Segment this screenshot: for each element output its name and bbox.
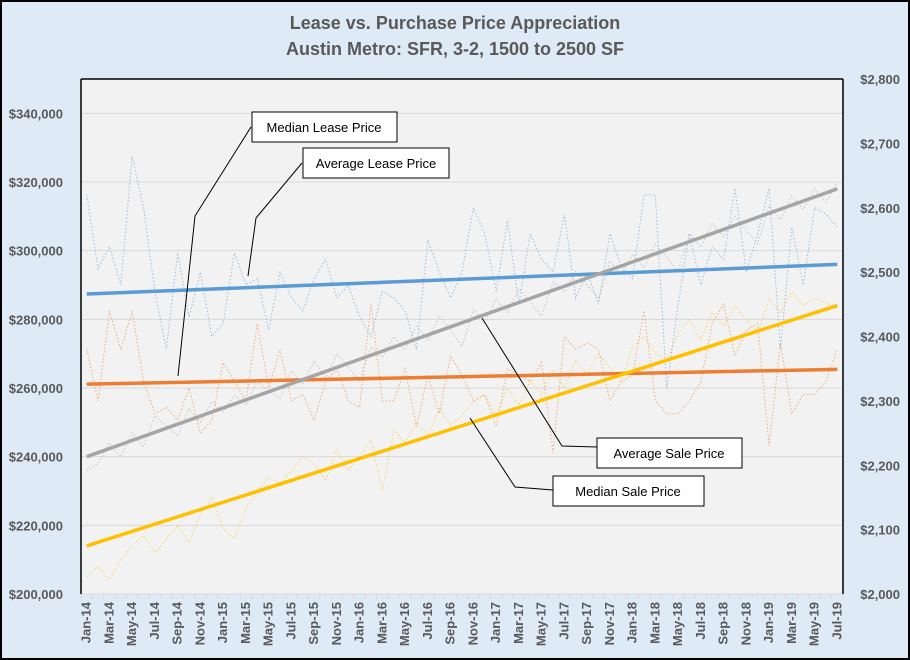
callout-average-lease: Average Lease Price (247, 147, 450, 277)
x-tick-label: Jan-17 (488, 602, 503, 643)
x-tick-label: Sep-18 (716, 602, 731, 645)
x-tick-label: May-19 (807, 602, 822, 646)
left-tick-label: $260,000 (9, 381, 63, 396)
x-tick-label: Jul-14 (147, 601, 162, 639)
x-tick-label: May-17 (534, 602, 549, 646)
left-tick-label: $280,000 (9, 312, 63, 327)
right-tick-label: $2,500 (860, 265, 900, 280)
x-tick-label: Mar-18 (647, 602, 662, 644)
x-tick-label: Mar-14 (101, 601, 116, 644)
left-tick-label: $300,000 (9, 244, 63, 259)
chart-title: Lease vs. Purchase Price Appreciation (290, 13, 621, 33)
x-tick-label: Jul-16 (420, 602, 435, 640)
x-tick-label: Jan-14 (79, 601, 94, 643)
x-tick-label: Mar-19 (784, 602, 799, 644)
callout-label: Median Lease Price (267, 120, 382, 135)
average-sale-price-trendline (86, 187, 838, 459)
average-lease-price-trendline (86, 262, 838, 296)
x-tick-label: Nov-18 (738, 602, 753, 645)
x-tick-label: Jul-19 (829, 602, 844, 640)
median-sale-price-trendline (86, 303, 838, 548)
left-tick-label: $220,000 (9, 518, 63, 533)
x-tick-label: Jan-15 (215, 602, 230, 643)
average-lease-price-series-line (86, 156, 838, 389)
x-tick-label: May-14 (124, 601, 139, 646)
right-tick-label: $2,600 (860, 201, 900, 216)
right-axis: $2,000 $2,100 $2,200 $2,300 $2,400 $2,500 $2,6… (860, 72, 900, 602)
x-tick-label: Mar-16 (374, 602, 389, 644)
x-tick-label: Jul-17 (556, 602, 571, 640)
x-axis: Jan-14 Mar-14 May-14 Jul-14 Sep-14 Nov-14 Jan-… (79, 594, 844, 646)
x-tick-label: Nov-16 (465, 602, 480, 645)
right-tick-label: $2,700 (860, 136, 900, 151)
x-tick-label: May-16 (397, 602, 412, 646)
right-tick-label: $2,300 (860, 394, 900, 409)
median-lease-price-series-line (86, 302, 838, 453)
plot-area (81, 79, 843, 594)
left-tick-label: $200,000 (9, 587, 63, 602)
x-tick-label: Jan-18 (625, 602, 640, 643)
callout-median-lease: Median Lease Price (177, 111, 398, 377)
right-tick-label: $2,100 (860, 523, 900, 538)
gridlines (81, 112, 843, 595)
x-tick-label: Sep-16 (443, 602, 458, 645)
right-tick-label: $2,800 (860, 72, 900, 87)
median-lease-price-trendline (86, 367, 838, 386)
right-tick-label: $2,200 (860, 458, 900, 473)
left-tick-label: $320,000 (9, 175, 63, 190)
x-tick-label: Sep-17 (579, 602, 594, 645)
callout-label: Median Sale Price (575, 484, 681, 499)
x-tick-label: Nov-15 (329, 602, 344, 645)
chart-subtitle: Austin Metro: SFR, 3-2, 1500 to 2500 SF (286, 39, 624, 59)
average-sale-price-series-line (86, 181, 838, 471)
callout-median-sale: Median Sale Price (469, 417, 705, 507)
x-tick-label: Mar-15 (238, 602, 253, 644)
x-tick-label: Sep-15 (306, 602, 321, 645)
x-tick-label: Jan-19 (761, 602, 776, 643)
median-sale-price-series-line (86, 291, 838, 582)
callout-label: Average Lease Price (316, 156, 436, 171)
series-group (86, 156, 838, 582)
left-tick-label: $240,000 (9, 450, 63, 465)
right-tick-label: $2,400 (860, 330, 900, 345)
x-tick-label: Jul-15 (283, 602, 298, 640)
x-tick-label: Jul-18 (693, 602, 708, 640)
x-tick-label: May-18 (670, 602, 685, 646)
callout-label: Average Sale Price (613, 446, 724, 461)
left-axis: $200,000 $220,000 $240,000 $260,000 $280,000… (9, 106, 63, 602)
x-tick-label: Nov-17 (602, 602, 617, 645)
x-tick-label: Jan-16 (352, 602, 367, 643)
x-tick-label: Mar-17 (511, 602, 526, 644)
left-tick-label: $340,000 (9, 106, 63, 121)
x-tick-label: Sep-14 (170, 601, 185, 644)
callout-average-sale: Average Sale Price (481, 317, 743, 469)
x-tick-label: Nov-14 (192, 601, 207, 645)
x-tick-label: May-15 (261, 602, 276, 646)
right-tick-label: $2,000 (860, 587, 900, 602)
